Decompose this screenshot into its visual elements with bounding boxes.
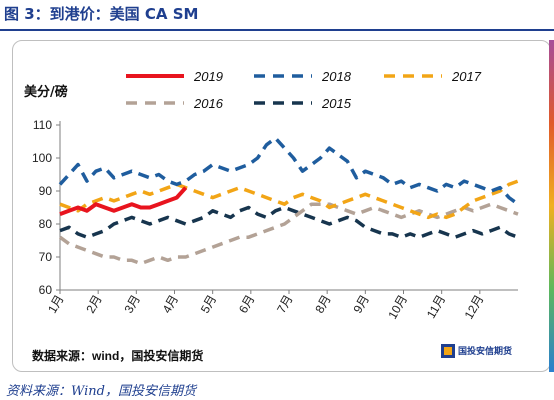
data-source-watermark: 数据来源：wind，国投安信期货 bbox=[32, 348, 203, 363]
x-tick-label: 10月 bbox=[385, 293, 410, 322]
x-tick-label: 6月 bbox=[236, 293, 257, 316]
series-lines bbox=[58, 136, 520, 266]
y-tick-label: 90 bbox=[39, 184, 53, 198]
legend-label-2018: 2018 bbox=[321, 69, 352, 84]
y-tick-label: 70 bbox=[39, 250, 53, 264]
series-2018-line bbox=[58, 136, 520, 206]
x-tick-label: 5月 bbox=[198, 293, 219, 316]
legend-label-2015: 2015 bbox=[321, 96, 352, 111]
x-tick-label: 2月 bbox=[83, 293, 104, 316]
x-tick-label: 12月 bbox=[462, 293, 487, 322]
series-2016-line bbox=[58, 202, 519, 266]
x-tick-label: 3月 bbox=[121, 293, 142, 316]
legend-label-2016: 2016 bbox=[193, 96, 224, 111]
source-note: 资料来源：Wind，国投安信期货 bbox=[6, 384, 196, 399]
legend-label-2019: 2019 bbox=[193, 69, 223, 84]
watermark: 数据来源：wind，国投安信期货 国投安信期货 bbox=[32, 344, 512, 363]
x-tick-label: 11月 bbox=[424, 293, 448, 321]
edge-decoration bbox=[549, 40, 554, 372]
y-tick-label: 110 bbox=[33, 118, 52, 132]
y-tick-label: 80 bbox=[39, 217, 53, 231]
x-tick-label: 8月 bbox=[312, 293, 333, 316]
x-tick-label: 4月 bbox=[160, 293, 181, 316]
logo-text: 国投安信期货 bbox=[458, 345, 512, 357]
legend-label-2017: 2017 bbox=[451, 69, 482, 84]
title-rule bbox=[0, 29, 554, 31]
series-2015-line bbox=[59, 205, 519, 239]
y-tick-label: 60 bbox=[39, 283, 53, 297]
unit-label: 美分/磅 bbox=[24, 84, 68, 100]
series-2019-line bbox=[59, 186, 188, 216]
figure-title: 图 3：到港价：美国 CA SM bbox=[4, 5, 199, 23]
series-2017-line bbox=[59, 179, 519, 220]
y-tick-label: 100 bbox=[32, 151, 52, 165]
x-tick-label: 9月 bbox=[350, 293, 371, 316]
logo-icon-inner bbox=[444, 347, 452, 355]
x-tick-label: 7月 bbox=[274, 293, 295, 316]
legend: 2019 2018 2017 2016 2015 bbox=[126, 69, 482, 111]
